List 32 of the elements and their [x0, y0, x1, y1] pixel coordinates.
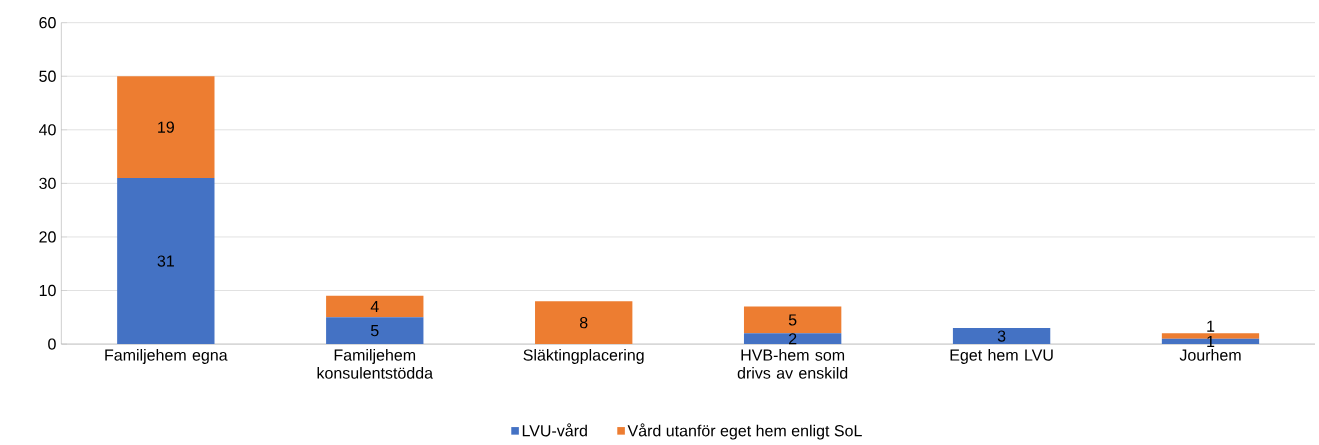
data-label: 4	[370, 300, 379, 312]
data-label: 31	[157, 255, 174, 267]
x-tick-label: Jourhem	[1179, 348, 1241, 361]
data-label: 19	[158, 121, 174, 133]
bar	[535, 301, 633, 344]
y-tick-label: 20	[39, 231, 56, 243]
bar	[326, 295, 424, 318]
y-tick-label: 0	[48, 338, 56, 350]
x-tick-label: Eget hem LVU	[950, 348, 1053, 364]
legend-label: LVU-vård	[522, 423, 587, 437]
x-tick-label: Släktingplacering	[523, 348, 644, 364]
y-tick-label: 60	[39, 16, 56, 29]
data-label: 1	[1207, 320, 1215, 332]
bar	[326, 317, 424, 344]
bar	[952, 327, 1051, 344]
bar	[743, 306, 842, 334]
x-tick-label: Familjehem egna	[105, 348, 228, 364]
y-tick-label: 30	[39, 177, 56, 189]
legend-label: Vård utanför eget hem enligt SoL	[627, 423, 862, 440]
bar	[117, 177, 215, 344]
data-label: 5	[370, 324, 379, 337]
x-tick-label: HVB-hem som drivs av enskild	[737, 348, 848, 379]
x-tick-label: Familjehem konsulentstödda	[317, 348, 434, 379]
data-label: 3	[997, 330, 1006, 342]
bar	[117, 76, 215, 178]
bar	[743, 333, 842, 344]
data-label: 5	[788, 314, 797, 326]
y-tick-label: 40	[38, 123, 56, 136]
data-label: 8	[579, 316, 588, 329]
data-label: 2	[788, 332, 797, 345]
y-tick-label: 50	[39, 70, 56, 82]
y-tick-label: 10	[39, 284, 56, 296]
